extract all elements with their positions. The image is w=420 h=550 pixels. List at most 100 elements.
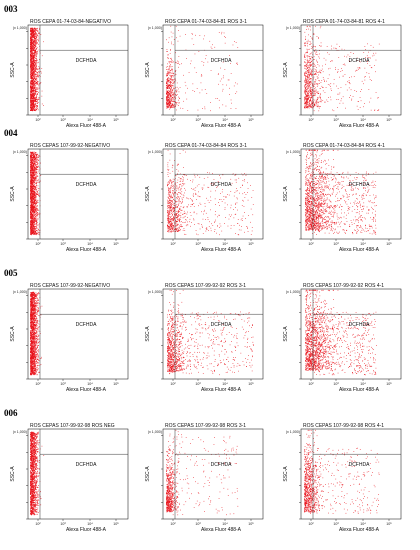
data-point bbox=[310, 80, 312, 82]
data-point bbox=[169, 108, 170, 110]
data-point bbox=[33, 57, 35, 59]
data-point bbox=[304, 45, 306, 47]
y-axis-label: SSC-A bbox=[283, 62, 289, 78]
data-point bbox=[307, 88, 308, 89]
data-point bbox=[306, 41, 308, 42]
data-point bbox=[31, 188, 32, 190]
data-point bbox=[169, 72, 171, 74]
data-point bbox=[168, 69, 170, 71]
data-point bbox=[225, 37, 226, 38]
data-point bbox=[173, 104, 175, 106]
data-point bbox=[33, 61, 34, 62]
data-point bbox=[306, 50, 308, 52]
data-point bbox=[35, 170, 37, 172]
data-point bbox=[36, 214, 38, 216]
data-point bbox=[314, 105, 315, 106]
data-point bbox=[349, 61, 351, 62]
data-point bbox=[33, 109, 34, 110]
data-point bbox=[34, 230, 35, 231]
data-point bbox=[35, 234, 37, 236]
data-point bbox=[170, 87, 172, 89]
data-point bbox=[167, 101, 169, 103]
data-point bbox=[32, 100, 33, 102]
data-point bbox=[34, 43, 36, 44]
data-point bbox=[35, 105, 37, 106]
gate-label: DCFHDA bbox=[211, 58, 232, 64]
data-point bbox=[38, 88, 40, 89]
data-point bbox=[167, 74, 168, 76]
data-point bbox=[33, 182, 34, 184]
data-point bbox=[181, 63, 182, 65]
data-point bbox=[33, 217, 34, 219]
data-point bbox=[30, 104, 32, 106]
data-point bbox=[34, 80, 35, 81]
data-point bbox=[304, 66, 306, 68]
data-point bbox=[31, 101, 32, 102]
data-point bbox=[307, 55, 308, 57]
data-point bbox=[171, 91, 173, 93]
data-point bbox=[32, 194, 33, 196]
data-point bbox=[312, 100, 313, 102]
data-point bbox=[176, 86, 178, 88]
data-point bbox=[30, 32, 32, 34]
data-point bbox=[176, 63, 178, 64]
data-point bbox=[34, 106, 35, 107]
data-point bbox=[33, 216, 34, 217]
data-point bbox=[30, 198, 31, 199]
data-point bbox=[30, 99, 31, 101]
data-point bbox=[317, 92, 319, 94]
data-point bbox=[308, 92, 310, 93]
data-point bbox=[32, 190, 34, 192]
data-point bbox=[32, 71, 34, 72]
data-point bbox=[34, 232, 36, 233]
data-point bbox=[166, 97, 167, 98]
data-point bbox=[35, 218, 36, 219]
data-point bbox=[32, 153, 33, 155]
data-point bbox=[170, 25, 172, 27]
data-point bbox=[316, 103, 318, 105]
data-point bbox=[30, 185, 32, 187]
data-point bbox=[35, 104, 36, 106]
data-point bbox=[33, 227, 35, 229]
data-point bbox=[36, 35, 38, 36]
data-point bbox=[35, 69, 37, 71]
data-point bbox=[310, 43, 312, 44]
data-point bbox=[34, 46, 35, 48]
data-point bbox=[35, 183, 37, 185]
data-point bbox=[218, 99, 220, 101]
data-point bbox=[308, 103, 310, 105]
data-point bbox=[32, 163, 34, 164]
data-point bbox=[368, 51, 369, 53]
data-point bbox=[31, 175, 32, 177]
data-point bbox=[167, 83, 168, 85]
data-point bbox=[35, 160, 37, 162]
data-point bbox=[33, 45, 34, 47]
data-point bbox=[31, 106, 32, 108]
data-point bbox=[326, 46, 328, 47]
data-point bbox=[30, 78, 32, 79]
data-point bbox=[332, 109, 333, 111]
data-point bbox=[170, 81, 172, 83]
data-point bbox=[31, 57, 33, 58]
data-point bbox=[166, 105, 168, 107]
data-point bbox=[173, 95, 175, 97]
data-point bbox=[33, 106, 34, 108]
data-point bbox=[31, 63, 32, 65]
data-point bbox=[31, 174, 33, 175]
data-point bbox=[349, 83, 351, 85]
data-point bbox=[31, 90, 32, 92]
data-point bbox=[30, 30, 31, 31]
data-point bbox=[30, 107, 31, 108]
data-point bbox=[34, 67, 36, 68]
data-point bbox=[313, 86, 315, 87]
data-point bbox=[230, 73, 232, 74]
data-point bbox=[36, 87, 38, 88]
data-point bbox=[40, 162, 41, 164]
data-point bbox=[31, 97, 33, 99]
data-point bbox=[375, 92, 377, 93]
data-point bbox=[316, 76, 318, 78]
data-point bbox=[169, 88, 170, 89]
data-point bbox=[30, 97, 32, 98]
data-point bbox=[32, 232, 33, 233]
data-point bbox=[36, 159, 38, 160]
